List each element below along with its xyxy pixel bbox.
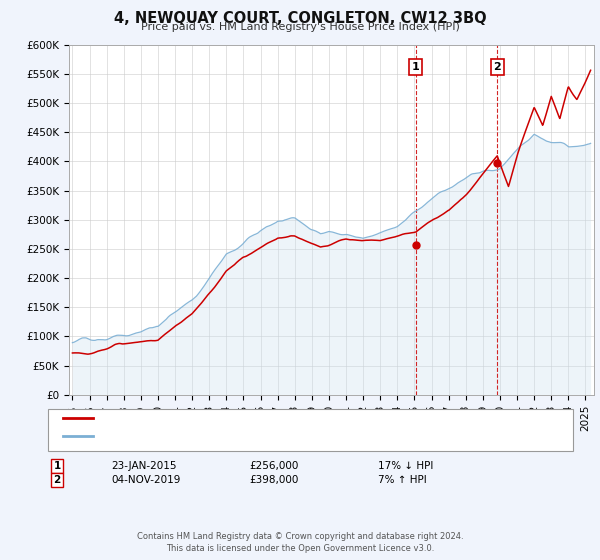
Text: 2: 2 — [493, 62, 501, 72]
Text: 2: 2 — [53, 475, 61, 485]
Text: 7% ↑ HPI: 7% ↑ HPI — [378, 475, 427, 485]
Text: 4, NEWQUAY COURT, CONGLETON, CW12 3BQ (detached house): 4, NEWQUAY COURT, CONGLETON, CW12 3BQ (d… — [96, 413, 431, 423]
Text: 4, NEWQUAY COURT, CONGLETON, CW12 3BQ: 4, NEWQUAY COURT, CONGLETON, CW12 3BQ — [113, 11, 487, 26]
Text: 1: 1 — [412, 62, 419, 72]
Text: 23-JAN-2015: 23-JAN-2015 — [111, 461, 176, 471]
Text: £256,000: £256,000 — [249, 461, 298, 471]
Text: 17% ↓ HPI: 17% ↓ HPI — [378, 461, 433, 471]
Text: 1: 1 — [53, 461, 61, 471]
Text: Price paid vs. HM Land Registry's House Price Index (HPI): Price paid vs. HM Land Registry's House … — [140, 22, 460, 32]
Text: Contains HM Land Registry data © Crown copyright and database right 2024.
This d: Contains HM Land Registry data © Crown c… — [137, 533, 463, 553]
Text: 04-NOV-2019: 04-NOV-2019 — [111, 475, 181, 485]
Text: £398,000: £398,000 — [249, 475, 298, 485]
Text: HPI: Average price, detached house, Cheshire East: HPI: Average price, detached house, Ches… — [96, 431, 361, 441]
